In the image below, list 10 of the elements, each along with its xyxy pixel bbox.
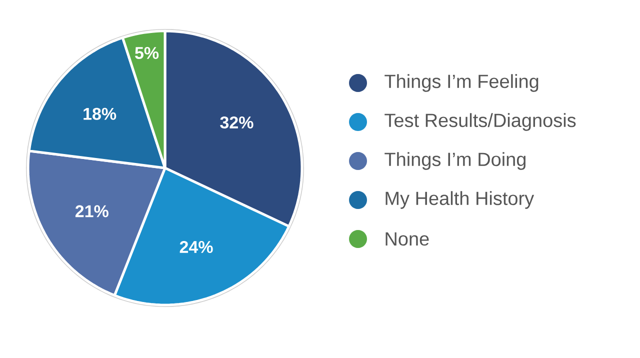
data-label: 21% [75,205,108,218]
legend-label: None [386,232,429,246]
data-label: 24% [180,240,213,253]
legend-label: Test Results/Diagnosis [384,113,576,131]
data-label: 18% [84,108,116,120]
data-label: 32% [220,116,254,129]
legend-label: My Health History [386,191,534,209]
legend-label: Things I’m Doing [384,152,526,170]
data-label: 5% [135,46,159,59]
legend-label: Things I’m Feeling [384,74,538,92]
